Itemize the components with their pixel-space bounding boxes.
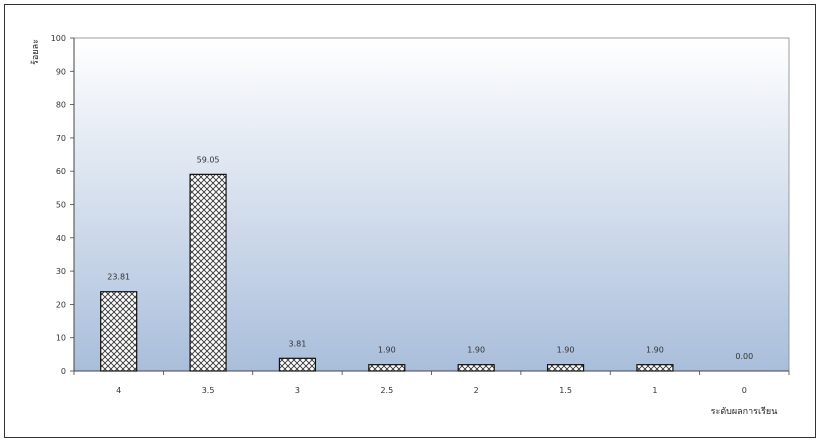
data-label: 3.81 (289, 339, 307, 348)
x-axis: 4 3.5 3 2.5 2 1.5 1 0 (73, 370, 790, 395)
x-axis-title: ระดับผลการเรียน (711, 406, 778, 417)
data-label: 1.90 (467, 346, 485, 355)
y-axis: 0 10 20 30 40 50 60 70 80 90 100 (51, 34, 75, 376)
x-tick-label: 0 (742, 386, 747, 395)
bar-1 (636, 364, 674, 372)
data-label: 1.90 (557, 346, 575, 355)
y-tick-label: 50 (56, 201, 66, 210)
data-label: 0.00 (735, 352, 753, 361)
y-tick-label: 30 (56, 267, 66, 276)
x-tick-label: 3 (295, 386, 300, 395)
bar-2-5 (368, 364, 406, 372)
data-label: 1.90 (646, 346, 664, 355)
x-tick-label: 2.5 (380, 386, 393, 395)
data-label: 59.05 (197, 155, 220, 164)
data-label: 1.90 (378, 346, 396, 355)
x-tick-label: 3.5 (202, 386, 215, 395)
y-tick-label: 70 (56, 134, 66, 143)
y-tick-label: 10 (56, 334, 66, 343)
x-tick-label: 1 (652, 386, 657, 395)
y-tick-label: 20 (56, 300, 66, 309)
y-tick-label: 40 (56, 234, 66, 243)
bar-1-5 (546, 364, 585, 372)
data-labels: 23.81 59.05 3.81 1.90 1.90 1.90 1.90 0.00 (107, 155, 753, 361)
bar-4 (100, 291, 138, 372)
bars (100, 173, 674, 372)
plot-area (73, 37, 790, 372)
y-tick-label: 90 (56, 67, 66, 76)
y-tick-label: 60 (56, 167, 66, 176)
y-axis-title: ร้อยละ (30, 39, 41, 65)
bar-3-5 (189, 173, 227, 372)
y-tick-label: 80 (56, 101, 66, 110)
x-tick-label: 4 (116, 386, 121, 395)
x-tick-label: 1.5 (559, 386, 572, 395)
bar-3 (278, 357, 317, 372)
bar-2 (457, 364, 495, 372)
data-label: 23.81 (107, 273, 130, 282)
y-tick-label: 0 (61, 367, 66, 376)
x-tick-label: 2 (474, 386, 479, 395)
y-tick-label: 100 (51, 34, 66, 43)
